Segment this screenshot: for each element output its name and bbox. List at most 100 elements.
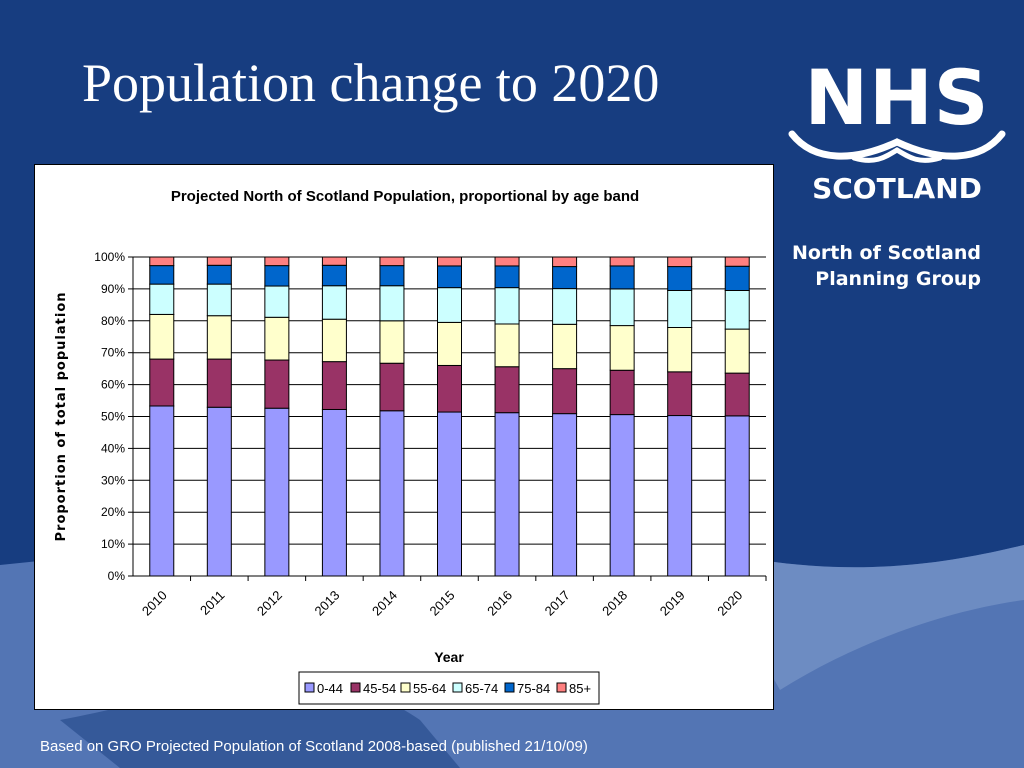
bar-segment — [667, 266, 693, 291]
y-tick-label: 80% — [101, 314, 125, 328]
y-tick-label: 0% — [108, 569, 126, 583]
legend-label: 45-54 — [363, 681, 396, 696]
bar-segment — [609, 288, 635, 327]
bar-segment — [609, 325, 635, 371]
legend-label: 85+ — [569, 681, 591, 696]
bar-segment — [321, 361, 347, 410]
bar-segment — [206, 283, 232, 317]
organization-name: North of Scotland Planning Group — [792, 240, 981, 292]
y-tick-label: 90% — [101, 282, 125, 296]
bar-segment — [321, 264, 347, 287]
bar-segment — [149, 283, 175, 315]
y-tick-label: 20% — [101, 505, 125, 519]
bar-segment — [494, 256, 520, 267]
legend-swatch — [304, 682, 315, 693]
y-tick-label: 60% — [101, 378, 125, 392]
x-tick-label: 2010 — [139, 588, 170, 619]
legend-swatch — [350, 682, 361, 693]
bar-segment — [379, 285, 405, 322]
bar-segment — [437, 321, 462, 366]
bar-segment — [149, 256, 175, 267]
organization-line-1: North of Scotland — [791, 242, 981, 264]
bar-segment — [321, 285, 347, 320]
bar-segment — [149, 405, 175, 577]
nhs-scotland-logo: NHS SCOTLAND — [784, 58, 1010, 214]
bar-segment — [379, 265, 405, 287]
y-tick-label: 50% — [101, 410, 125, 424]
bar-segment — [552, 256, 578, 268]
bar-segment — [494, 287, 520, 325]
bar-segment — [264, 265, 290, 287]
legend-swatch — [556, 682, 567, 693]
bar-segment — [724, 372, 750, 417]
y-tick-label: 100% — [94, 250, 125, 264]
bar-segment — [609, 369, 635, 416]
legend-label: 75-84 — [517, 681, 550, 696]
bar-segment — [206, 315, 232, 360]
logo-subtitle: SCOTLAND — [812, 172, 982, 205]
bar-segment — [667, 371, 693, 417]
x-tick-label: 2018 — [599, 588, 630, 619]
bar-segment — [724, 256, 750, 267]
bar-segment — [321, 408, 347, 577]
chart-panel: Projected North of Scotland Population, … — [34, 164, 774, 710]
bar-segment — [379, 320, 405, 364]
bar-segment — [264, 407, 290, 577]
bar-segment — [667, 326, 693, 373]
y-tick-label: 70% — [101, 346, 125, 360]
x-tick-label: 2015 — [427, 588, 458, 619]
source-footnote: Based on GRO Projected Population of Sco… — [40, 738, 588, 755]
x-tick-label: 2011 — [197, 588, 227, 618]
legend-swatch — [504, 682, 515, 693]
bar-segment — [379, 362, 405, 412]
legend-swatch — [400, 682, 411, 693]
bar-segment — [552, 323, 578, 370]
bar-segment — [437, 265, 462, 289]
bar-segment — [494, 323, 520, 368]
bar-segment — [264, 256, 290, 267]
legend-label: 65-74 — [465, 681, 498, 696]
bar-segment — [494, 265, 520, 289]
bar-segment — [149, 265, 175, 285]
bar-segment — [149, 313, 175, 360]
bar-segment — [609, 256, 635, 267]
bar-segment — [206, 256, 232, 266]
x-tick-label: 2017 — [542, 588, 573, 619]
bar-segment — [609, 265, 635, 290]
x-tick-label: 2014 — [369, 588, 400, 619]
x-tick-label: 2020 — [714, 588, 745, 619]
slide-title: Population change to 2020 — [82, 53, 660, 113]
bar-segment — [264, 359, 290, 409]
bar-segment — [321, 318, 347, 363]
y-tick-label: 40% — [101, 441, 125, 455]
chart-title: Projected North of Scotland Population, … — [171, 188, 639, 205]
legend-swatch — [452, 682, 463, 693]
bar-segment — [667, 289, 693, 328]
legend-label: 0-44 — [317, 681, 343, 696]
x-axis-label: Year — [434, 649, 464, 665]
bar-segment — [206, 406, 232, 577]
x-tick-label: 2019 — [657, 588, 688, 619]
bar-segment — [437, 256, 462, 267]
bar-segment — [379, 410, 405, 577]
y-tick-label: 10% — [101, 537, 125, 551]
x-tick-label: 2016 — [484, 588, 515, 619]
bar-segment — [321, 256, 347, 266]
bar-segment — [494, 412, 520, 577]
bar-segment — [437, 364, 462, 413]
bar-segment — [552, 266, 578, 290]
bar-segment — [552, 288, 578, 325]
y-tick-label: 30% — [101, 473, 125, 487]
bar-segment — [379, 256, 405, 267]
bar-segment — [724, 265, 750, 291]
bar-segment — [264, 285, 290, 318]
background-wave-light — [700, 545, 1024, 690]
logo-waves-icon — [788, 130, 1006, 163]
x-tick-label: 2012 — [254, 588, 285, 619]
bar-segment — [609, 414, 635, 577]
bar-segment — [667, 415, 693, 577]
bar-segment — [724, 289, 750, 330]
bar-segment — [667, 256, 693, 268]
legend-label: 55-64 — [413, 681, 446, 696]
bar-segment — [206, 358, 232, 408]
